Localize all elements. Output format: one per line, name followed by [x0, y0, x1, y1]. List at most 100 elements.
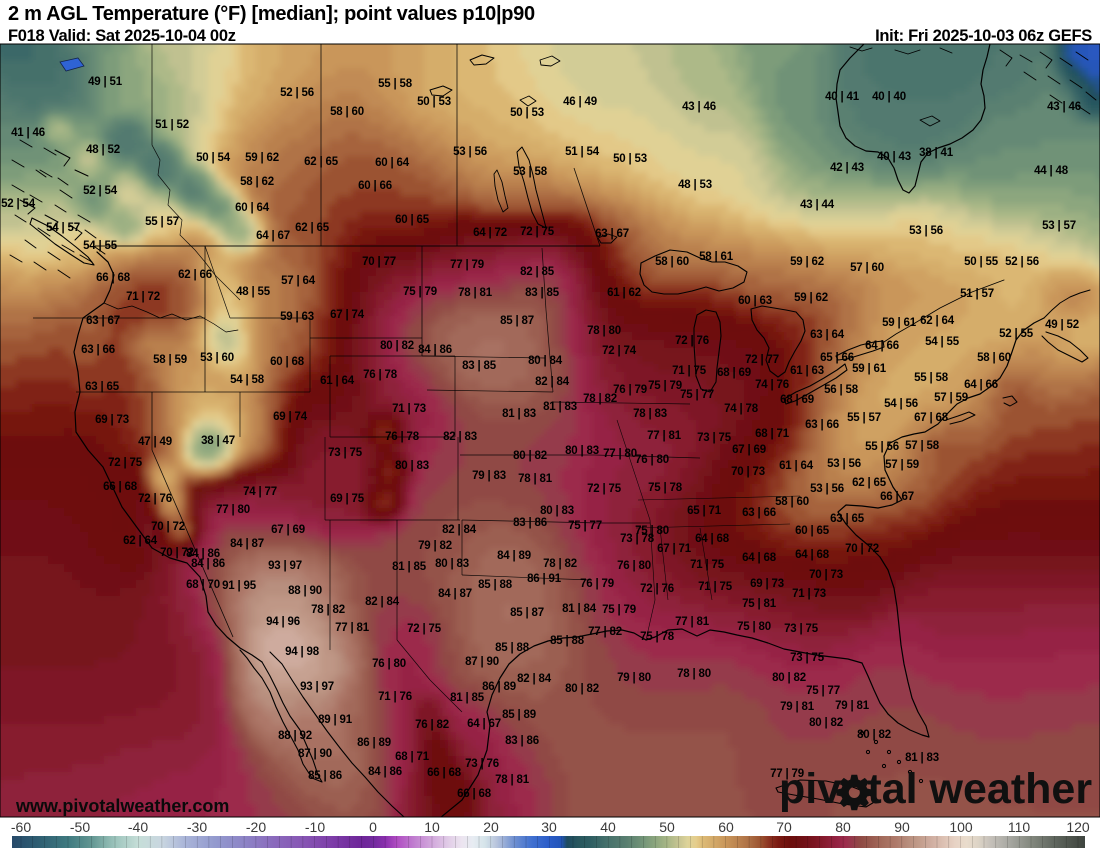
svg-text:75 | 77: 75 | 77	[806, 685, 840, 697]
svg-text:-50: -50	[70, 819, 90, 835]
svg-text:49 | 52: 49 | 52	[1045, 319, 1079, 331]
svg-text:72 | 75: 72 | 75	[587, 483, 622, 495]
svg-text:51 | 52: 51 | 52	[155, 119, 189, 131]
svg-text:58 | 62: 58 | 62	[240, 176, 274, 188]
svg-text:86 | 89: 86 | 89	[357, 737, 391, 749]
svg-text:52 | 54: 52 | 54	[83, 185, 118, 197]
svg-text:53 | 56: 53 | 56	[827, 458, 861, 470]
svg-text:60 | 66: 60 | 66	[358, 180, 392, 192]
svg-text:78 | 81: 78 | 81	[458, 287, 493, 299]
svg-text:63 | 65: 63 | 65	[830, 513, 865, 525]
svg-text:81 | 84: 81 | 84	[562, 603, 597, 615]
svg-text:70 | 72: 70 | 72	[151, 521, 185, 533]
svg-text:78 | 82: 78 | 82	[543, 558, 577, 570]
svg-text:30: 30	[541, 819, 557, 835]
svg-text:58 | 60: 58 | 60	[977, 352, 1011, 364]
svg-text:89 | 91: 89 | 91	[318, 714, 353, 726]
svg-text:73 | 75: 73 | 75	[790, 652, 825, 664]
svg-text:46 | 49: 46 | 49	[563, 96, 597, 108]
svg-text:71 | 73: 71 | 73	[792, 588, 826, 600]
svg-text:73 | 78: 73 | 78	[620, 533, 655, 545]
svg-text:88 | 92: 88 | 92	[278, 730, 312, 742]
svg-text:55 | 58: 55 | 58	[914, 372, 949, 384]
svg-text:60 | 64: 60 | 64	[375, 157, 410, 169]
svg-text:52 | 56: 52 | 56	[280, 87, 314, 99]
svg-text:70 | 77: 70 | 77	[362, 256, 396, 268]
svg-text:78 | 81: 78 | 81	[518, 473, 553, 485]
svg-text:84 | 86: 84 | 86	[368, 766, 402, 778]
svg-text:71 | 75: 71 | 75	[672, 365, 707, 377]
svg-text:81 | 85: 81 | 85	[450, 692, 485, 704]
svg-text:62 | 65: 62 | 65	[304, 156, 339, 168]
svg-text:56 | 58: 56 | 58	[824, 384, 859, 396]
svg-text:68 | 71: 68 | 71	[395, 751, 430, 763]
svg-text:72 | 75: 72 | 75	[108, 457, 143, 469]
svg-text:65 | 71: 65 | 71	[687, 505, 722, 517]
svg-text:64 | 67: 64 | 67	[256, 230, 290, 242]
svg-text:54 | 58: 54 | 58	[230, 374, 265, 386]
svg-text:50 | 53: 50 | 53	[417, 96, 451, 108]
svg-text:55 | 57: 55 | 57	[145, 216, 179, 228]
svg-text:52 | 54: 52 | 54	[1, 198, 36, 210]
svg-text:58 | 60: 58 | 60	[775, 496, 809, 508]
svg-text:63 | 64: 63 | 64	[810, 329, 845, 341]
svg-text:62 | 64: 62 | 64	[920, 315, 955, 327]
svg-text:58 | 61: 58 | 61	[699, 251, 734, 263]
svg-text:79 | 83: 79 | 83	[472, 470, 506, 482]
svg-text:79 | 82: 79 | 82	[418, 540, 452, 552]
svg-text:84 | 86: 84 | 86	[186, 548, 220, 560]
svg-text:77 | 79: 77 | 79	[450, 259, 484, 271]
svg-text:88 | 90: 88 | 90	[288, 585, 322, 597]
svg-text:59 | 62: 59 | 62	[794, 292, 828, 304]
svg-text:67 | 69: 67 | 69	[732, 444, 766, 456]
svg-text:60 | 68: 60 | 68	[270, 356, 305, 368]
svg-text:60: 60	[718, 819, 734, 835]
svg-text:61 | 64: 61 | 64	[779, 460, 814, 472]
svg-text:80 | 84: 80 | 84	[528, 355, 563, 367]
svg-text:79 | 81: 79 | 81	[780, 701, 815, 713]
svg-text:48 | 53: 48 | 53	[678, 179, 712, 191]
svg-text:93 | 97: 93 | 97	[268, 560, 302, 572]
svg-text:69 | 75: 69 | 75	[330, 493, 365, 505]
svg-text:64 | 66: 64 | 66	[964, 379, 998, 391]
svg-text:86 | 89: 86 | 89	[482, 681, 516, 693]
svg-text:40 | 41: 40 | 41	[825, 91, 860, 103]
svg-text:70 | 72: 70 | 72	[160, 547, 194, 559]
svg-text:52 | 55: 52 | 55	[999, 328, 1034, 340]
svg-text:77 | 81: 77 | 81	[335, 622, 370, 634]
svg-text:74 | 78: 74 | 78	[724, 403, 759, 415]
svg-text:76 | 80: 76 | 80	[617, 560, 651, 572]
svg-text:10: 10	[424, 819, 440, 835]
svg-text:51 | 54: 51 | 54	[565, 146, 600, 158]
svg-text:57 | 59: 57 | 59	[885, 459, 919, 471]
svg-text:67 | 69: 67 | 69	[271, 524, 305, 536]
svg-text:74 | 76: 74 | 76	[755, 379, 789, 391]
svg-text:76 | 80: 76 | 80	[635, 454, 669, 466]
svg-text:50 | 53: 50 | 53	[510, 107, 544, 119]
svg-text:82 | 83: 82 | 83	[443, 431, 477, 443]
svg-text:55 | 56: 55 | 56	[865, 441, 899, 453]
svg-text:63 | 65: 63 | 65	[85, 381, 120, 393]
svg-text:76 | 80: 76 | 80	[372, 658, 406, 670]
svg-text:64 | 67: 64 | 67	[467, 718, 501, 730]
svg-text:75 | 77: 75 | 77	[680, 389, 714, 401]
svg-text:78 | 82: 78 | 82	[311, 604, 345, 616]
svg-text:53 | 58: 53 | 58	[513, 166, 548, 178]
svg-text:58 | 60: 58 | 60	[330, 106, 364, 118]
svg-text:78 | 82: 78 | 82	[583, 393, 617, 405]
svg-text:85 | 89: 85 | 89	[502, 709, 536, 721]
svg-text:69 | 73: 69 | 73	[95, 414, 129, 426]
svg-text:70 | 73: 70 | 73	[731, 466, 765, 478]
svg-text:79 | 80: 79 | 80	[617, 672, 651, 684]
svg-text:91 | 95: 91 | 95	[222, 580, 257, 592]
svg-text:-40: -40	[128, 819, 148, 835]
svg-text:64 | 72: 64 | 72	[473, 227, 507, 239]
svg-text:41 | 46: 41 | 46	[11, 127, 45, 139]
svg-text:64 | 66: 64 | 66	[865, 340, 899, 352]
svg-text:53 | 56: 53 | 56	[453, 146, 487, 158]
svg-text:0: 0	[369, 819, 377, 835]
svg-text:83 | 86: 83 | 86	[513, 517, 547, 529]
svg-text:85 | 88: 85 | 88	[495, 642, 530, 654]
svg-text:75 | 79: 75 | 79	[648, 380, 682, 392]
svg-text:87 | 90: 87 | 90	[465, 656, 499, 668]
